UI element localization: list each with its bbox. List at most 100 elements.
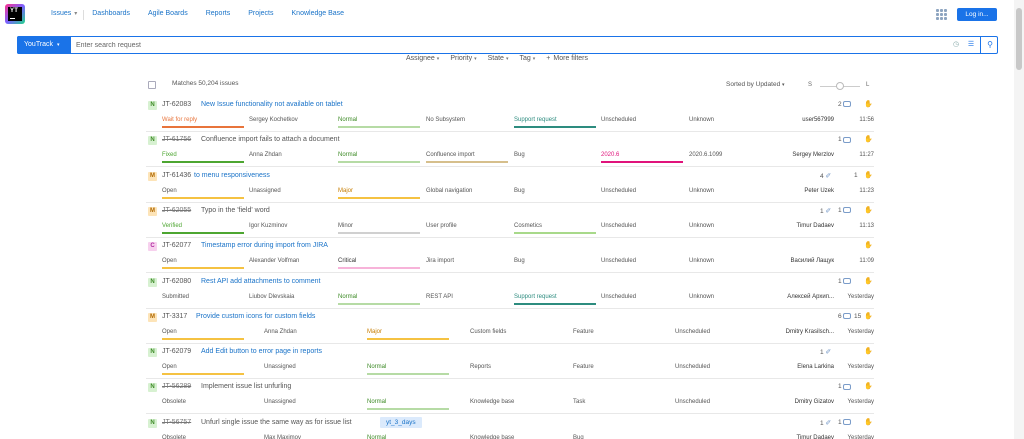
issue-field-6[interactable]: Unknown <box>689 258 715 265</box>
size-slider-handle[interactable] <box>836 82 844 90</box>
issue-field-1[interactable]: Alexander Volfman <box>249 258 300 265</box>
votes-count[interactable]: 1 <box>854 171 858 179</box>
comments-count[interactable]: 1 <box>838 136 851 143</box>
issue-field-3[interactable]: Knowledge base <box>470 399 515 406</box>
thumbs-up-icon[interactable]: ✋ <box>864 206 873 214</box>
scrollbar-thumb[interactable] <box>1016 8 1022 70</box>
issue-field-4[interactable]: Cosmetics <box>514 222 543 229</box>
more-filters-button[interactable]: + More filters <box>546 55 589 62</box>
filter-assignee[interactable]: Assignee ▾ <box>406 55 440 62</box>
issue-row[interactable]: N JT-61756 Confluence import fails to atta… <box>146 132 874 168</box>
nav-reports[interactable]: Reports <box>205 10 231 17</box>
issue-field-2[interactable]: Critical <box>338 258 357 265</box>
issue-id[interactable]: JT-62083 <box>162 101 192 108</box>
issue-id[interactable]: JT-62080 <box>162 277 192 285</box>
page-scrollbar[interactable] <box>1014 0 1024 439</box>
issue-summary[interactable]: Rest API add attachments to comment <box>201 277 321 285</box>
issue-tag[interactable]: yt_3_days <box>380 416 422 428</box>
thumbs-up-icon[interactable]: ✋ <box>864 136 873 144</box>
issue-field-2[interactable]: Major <box>367 328 383 335</box>
issue-field-5[interactable]: Unscheduled <box>675 364 711 371</box>
issue-field-5[interactable]: Unscheduled <box>601 117 637 123</box>
issue-field-5[interactable]: Unscheduled <box>675 328 711 335</box>
issue-row[interactable]: M JT-62055 Typo in the 'field' word Verifie… <box>146 203 874 238</box>
comments-count[interactable]: 6 <box>838 313 851 320</box>
issue-field-4[interactable]: Feature <box>573 328 594 335</box>
issue-field-2[interactable]: Normal <box>367 399 387 406</box>
issue-id[interactable]: JT-56757 <box>162 418 192 426</box>
filter-state[interactable]: State ▾ <box>487 55 509 62</box>
issue-row[interactable]: N JT-62079 Add Edit button to error page i… <box>146 344 874 380</box>
comments-count[interactable]: 1 <box>838 419 851 426</box>
issue-id[interactable]: JT-56289 <box>162 383 192 391</box>
issue-field-3[interactable]: Jira import <box>426 258 455 265</box>
priority-badge[interactable]: C <box>148 242 157 252</box>
search-context-button[interactable]: YouTrack ▾ <box>17 36 71 54</box>
issue-row[interactable]: M JT-3317 Provide custom icons for custom … <box>146 309 874 344</box>
priority-badge[interactable]: N <box>148 418 157 428</box>
issue-field-4[interactable]: Support request <box>514 293 557 300</box>
sort-selector[interactable]: Sorted by Updated ▾ <box>726 81 785 88</box>
thumbs-up-icon[interactable]: ✋ <box>864 418 873 426</box>
filter-tag[interactable]: Tag ▾ <box>519 55 536 62</box>
thumbs-up-icon[interactable]: ✋ <box>864 101 873 108</box>
issue-id[interactable]: JT-61756 <box>162 136 192 144</box>
issue-field-5[interactable]: Unscheduled <box>601 293 637 300</box>
issue-field-0[interactable]: Wait for reply <box>162 117 198 123</box>
priority-badge[interactable]: N <box>148 101 157 110</box>
priority-badge[interactable]: M <box>148 171 157 181</box>
issue-summary[interactable]: Implement issue list unfurling <box>201 383 292 391</box>
youtrack-logo[interactable]: YT <box>5 4 25 24</box>
priority-badge[interactable]: N <box>148 136 157 146</box>
issue-field-1[interactable]: Anna Zhdan <box>264 328 297 335</box>
issue-field-6[interactable]: Unknown <box>689 117 715 123</box>
search-input[interactable] <box>76 39 896 51</box>
issue-row[interactable]: M JT-61436 to menu responsiveness Open Unass… <box>146 168 874 203</box>
issue-summary[interactable]: Add Edit button to error page in reports <box>201 348 323 356</box>
filter-priority[interactable]: Priority ▾ <box>450 55 477 62</box>
login-button[interactable]: Log in... <box>957 8 997 21</box>
priority-badge[interactable]: M <box>148 312 157 322</box>
priority-badge[interactable]: M <box>148 206 157 216</box>
issue-field-4[interactable]: Task <box>573 399 586 406</box>
issue-field-3[interactable]: Reports <box>470 364 492 371</box>
nav-projects[interactable]: Projects <box>248 10 274 17</box>
issue-field-0[interactable]: Obsolete <box>162 399 187 406</box>
thumbs-up-icon[interactable]: ✋ <box>864 171 873 179</box>
issue-field-1[interactable]: Sergey Kochetkov <box>249 117 298 123</box>
issue-field-2[interactable]: Normal <box>367 434 387 439</box>
issue-id[interactable]: JT-62077 <box>162 242 192 250</box>
search-button[interactable]: ⚲ <box>980 36 999 54</box>
issue-field-2[interactable]: Normal <box>338 152 358 159</box>
issue-id[interactable]: JT-62055 <box>162 206 192 214</box>
issue-field-2[interactable]: Major <box>338 187 354 194</box>
comments-count[interactable]: 1 <box>838 207 851 214</box>
issue-field-0[interactable]: Open <box>162 328 177 335</box>
issue-row[interactable]: N JT-56289 Implement issue list unfurling O… <box>146 379 874 415</box>
issue-summary[interactable]: Unfurl single issue the same way as for … <box>201 418 352 426</box>
issue-field-3[interactable]: Confluence import <box>426 152 475 159</box>
issue-field-3[interactable]: Custom fields <box>470 328 507 335</box>
issue-field-1[interactable]: Max Maximov <box>264 434 302 439</box>
issue-summary[interactable]: Typo in the 'field' word <box>201 206 270 214</box>
issue-row[interactable]: N JT-62083 New Issue functionality not ava… <box>146 97 874 132</box>
issue-field-0[interactable]: Open <box>162 187 177 194</box>
issue-summary[interactable]: Timestamp error during import from JIRA <box>201 242 328 250</box>
issue-field-3[interactable]: Global navigation <box>426 187 473 194</box>
issue-field-0[interactable]: Verified <box>162 222 183 229</box>
issue-field-1[interactable]: Anna Zhdan <box>249 152 282 159</box>
select-all-checkbox[interactable] <box>148 81 156 89</box>
thumbs-up-icon[interactable]: ✋ <box>864 348 873 356</box>
issue-field-1[interactable]: Unassigned <box>264 364 296 371</box>
issue-field-2[interactable]: Minor <box>338 222 354 229</box>
issue-field-2[interactable]: Normal <box>338 117 358 123</box>
issue-field-5[interactable]: 2020.6 <box>601 152 620 159</box>
issue-field-1[interactable]: Igor Kuzminov <box>249 222 288 229</box>
issue-field-0[interactable]: Submitted <box>162 293 190 300</box>
issue-field-1[interactable]: Liubov Dlevskaia <box>249 293 295 300</box>
issue-field-3[interactable]: User profile <box>426 222 457 229</box>
issue-id[interactable]: JT-61436 <box>162 171 192 179</box>
issue-field-6[interactable]: Unknown <box>689 222 715 229</box>
issue-field-4[interactable]: Bug <box>573 434 584 439</box>
history-icon[interactable]: ◷ <box>952 41 960 48</box>
